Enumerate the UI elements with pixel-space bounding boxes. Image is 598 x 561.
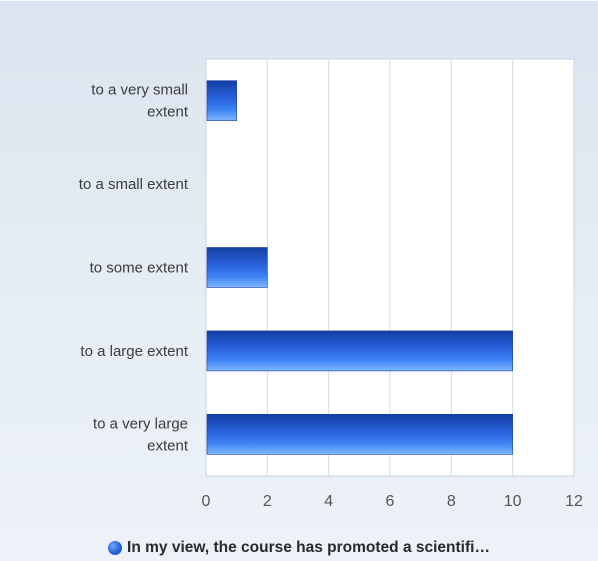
category-label: to a very large bbox=[93, 415, 188, 432]
bar bbox=[206, 80, 237, 122]
category-labels: to a very small extent to a small extent to… bbox=[79, 82, 189, 455]
category-label: to a very small bbox=[91, 82, 188, 99]
legend: In my view, the course has promoted a sc… bbox=[0, 537, 598, 559]
category-label: to a small extent bbox=[79, 176, 189, 193]
category-label: to some extent bbox=[90, 260, 189, 277]
bar bbox=[206, 413, 513, 455]
category-label: extent bbox=[147, 104, 189, 121]
x-tick-label: 12 bbox=[565, 493, 583, 510]
category-label: extent bbox=[147, 437, 189, 454]
x-tick-label: 6 bbox=[386, 493, 395, 510]
bar-chart: to a very small extent to a small extent to… bbox=[79, 58, 583, 510]
x-tick-label: 10 bbox=[504, 493, 522, 510]
x-tick-label: 2 bbox=[263, 493, 272, 510]
gridlines bbox=[266, 59, 514, 476]
x-tick-label: 8 bbox=[447, 493, 456, 510]
category-label: to a large extent bbox=[80, 343, 188, 360]
bar bbox=[206, 247, 268, 288]
legend-marker bbox=[108, 541, 123, 555]
x-tick-label: 4 bbox=[324, 493, 333, 510]
x-tick-labels: 0 2 4 6 8 10 12 bbox=[202, 493, 583, 510]
x-tick-label: 0 bbox=[202, 493, 211, 510]
bars bbox=[206, 80, 513, 455]
bar bbox=[206, 330, 513, 372]
legend-label: In my view, the course has promoted a sc… bbox=[127, 539, 490, 556]
